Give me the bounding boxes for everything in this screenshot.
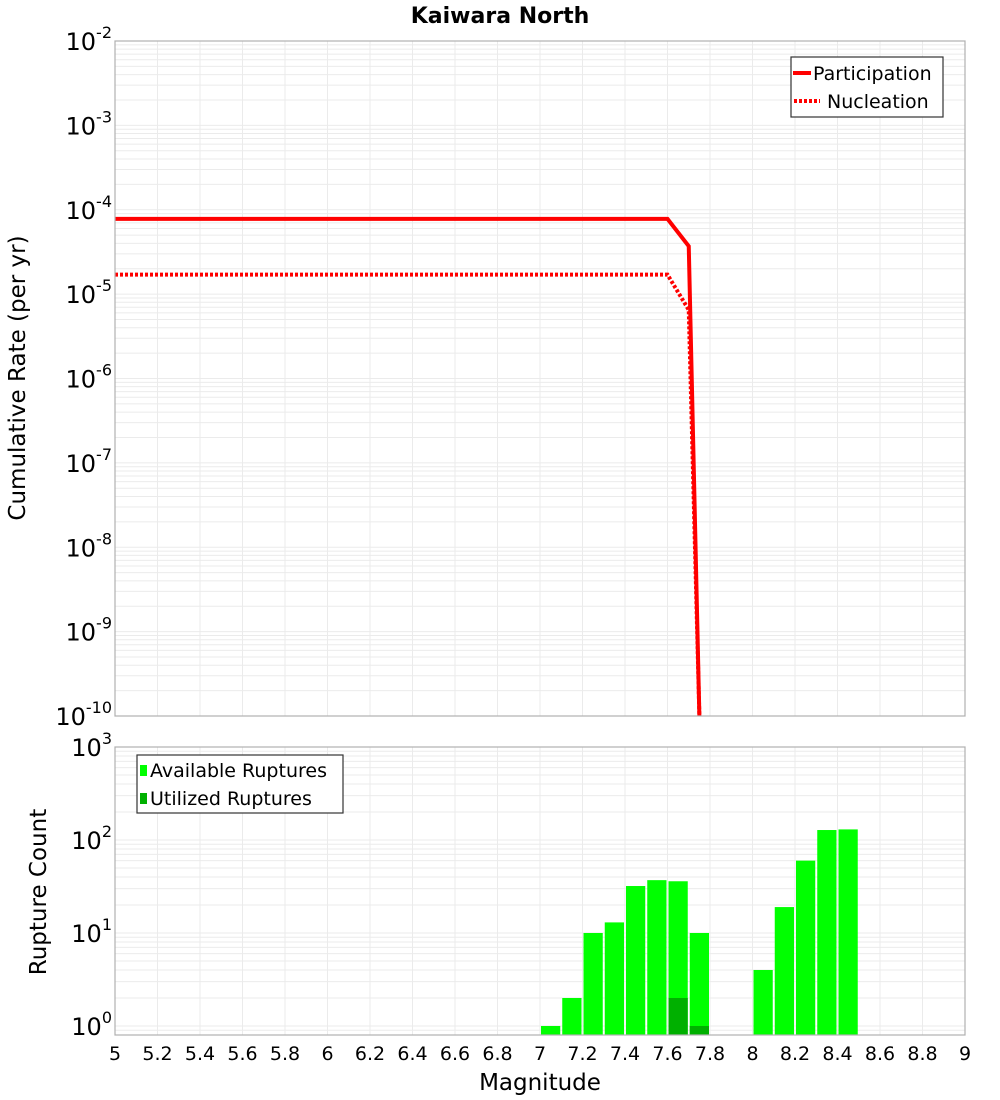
- bottom-legend: Available Ruptures Utilized Ruptures: [136, 754, 344, 814]
- bottom-legend-box: [136, 754, 344, 814]
- top-gridlines: [114, 41, 966, 717]
- available-bar: [838, 829, 858, 1035]
- x-tick-label: 9: [959, 1043, 971, 1065]
- bottom-plot-frame: [114, 746, 966, 1036]
- x-tick-label: 5.4: [185, 1043, 215, 1065]
- available-bar: [774, 907, 794, 1035]
- x-tick-label: 8.6: [865, 1043, 895, 1065]
- x-tick-label: 7.2: [567, 1043, 597, 1065]
- x-tick-label: 6.8: [482, 1043, 512, 1065]
- top-legend: Participation Nucleation: [790, 56, 944, 118]
- available-bar: [562, 997, 582, 1035]
- x-tick-label: 8: [746, 1043, 758, 1065]
- y-tick-label: 10-5: [66, 276, 113, 309]
- y-tick-label: 10-4: [66, 192, 113, 225]
- available-bar: [668, 881, 688, 1035]
- x-axis-label: Magnitude: [479, 1070, 601, 1096]
- x-tick-label: 6: [321, 1043, 333, 1065]
- x-tick-label: 8.8: [907, 1043, 937, 1065]
- y-tick-label: 10-7: [66, 445, 113, 478]
- available-bar: [817, 830, 837, 1035]
- x-tick-label: 5.6: [227, 1043, 257, 1065]
- x-tick-label: 7.8: [695, 1043, 725, 1065]
- x-tick-labels: 5 5.2 5.4 5.6 5.8 6 6.2 6.4 6.6 6.8 7 7.2 7.4 7.6 7.8 8…: [109, 1043, 971, 1065]
- bottom-y-axis-label: Rupture Count: [26, 809, 52, 975]
- available-bar: [689, 932, 709, 1035]
- x-tick-label: 5.2: [142, 1043, 172, 1065]
- x-tick-label: 7.4: [610, 1043, 640, 1065]
- y-tick-label: 10-10: [55, 698, 112, 731]
- available-bar: [753, 969, 773, 1035]
- y-tick-label: 102: [71, 822, 112, 855]
- available-bar: [647, 880, 667, 1035]
- participation-line: [115, 216, 702, 717]
- participation-legend-label: Participation: [813, 63, 932, 85]
- top-plot-frame: [114, 40, 966, 717]
- nucleation-line: [115, 272, 702, 717]
- utilized-bar: [668, 997, 688, 1035]
- available-bar: [583, 932, 603, 1035]
- y-tick-label: 10-9: [66, 614, 113, 647]
- x-tick-label: 7: [534, 1043, 546, 1065]
- x-tick-label: 6.4: [397, 1043, 427, 1065]
- x-tick-label: 7.6: [652, 1043, 682, 1065]
- y-tick-label: 101: [71, 915, 112, 948]
- nucleation-legend-label: Nucleation: [827, 91, 929, 113]
- y-tick-label: 10-2: [66, 23, 113, 56]
- available-bar: [796, 860, 816, 1035]
- x-tick-label: 6.6: [440, 1043, 470, 1065]
- top-y-axis-label: Cumulative Rate (per yr): [5, 235, 31, 520]
- utilized-legend-swatch: [140, 793, 147, 804]
- available-bar: [541, 1025, 561, 1035]
- x-tick-label: 5: [109, 1043, 121, 1065]
- available-legend-swatch: [140, 765, 147, 776]
- top-y-tick-labels: 10-2 10-3 10-4 10-5 10-6 10-7 10-8 10-9 10-10: [55, 23, 112, 731]
- utilized-legend-label: Utilized Ruptures: [150, 788, 312, 810]
- top-legend-box: [790, 56, 944, 118]
- bottom-y-tick-labels: 103 102 101 100: [71, 729, 112, 1041]
- y-tick-label: 10-6: [66, 361, 113, 394]
- available-bar: [626, 886, 646, 1035]
- x-tick-label: 6.2: [355, 1043, 385, 1065]
- y-tick-label: 10-3: [66, 107, 113, 140]
- rupture-bars: [541, 829, 858, 1035]
- available-legend-label: Available Ruptures: [150, 760, 327, 782]
- x-tick-label: 8.4: [822, 1043, 852, 1065]
- y-tick-label: 103: [71, 729, 112, 762]
- top-plot: 10-2 10-3 10-4 10-5 10-6 10-7 10-8 10-9 10-10 Cu…: [5, 23, 966, 731]
- bottom-plot: 103 102 101 100 5 5.2 5.4 5.6 5.8 6 6.2 6.4 6.6 6.8 7…: [26, 729, 971, 1096]
- x-tick-label: 8.2: [780, 1043, 810, 1065]
- y-tick-label: 10-8: [66, 529, 113, 562]
- rate-curves: [115, 216, 702, 717]
- chart-title: Kaiwara North: [411, 4, 590, 29]
- y-tick-label: 100: [71, 1008, 112, 1041]
- x-tick-label: 5.8: [270, 1043, 300, 1065]
- utilized-bar: [689, 1025, 709, 1035]
- available-bar: [604, 922, 624, 1035]
